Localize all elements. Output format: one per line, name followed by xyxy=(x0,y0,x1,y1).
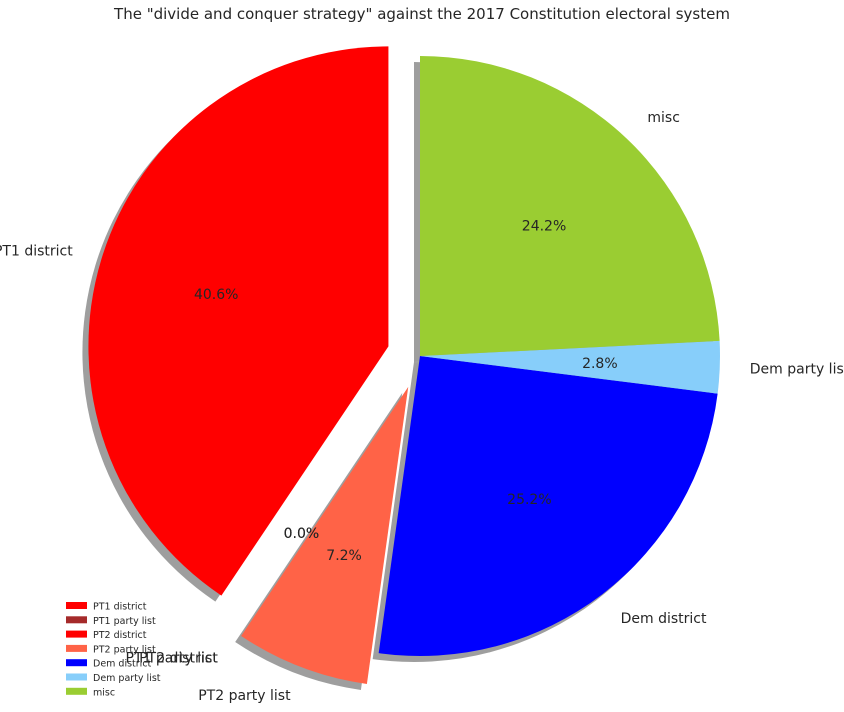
chart-title: The "divide and conquer strategy" agains… xyxy=(113,5,730,23)
legend-swatch-pt2-district xyxy=(66,630,87,638)
legend-label-dem-party-list: Dem party list xyxy=(93,673,161,684)
slice-pt2-party-list xyxy=(241,386,409,684)
pct-label-pt2-party-list: 7.2% xyxy=(326,548,362,564)
slice-misc xyxy=(420,56,720,356)
slice-pt1-district xyxy=(88,46,389,596)
pct-label-pt1-district: 40.6% xyxy=(194,287,238,303)
slice-dem-district xyxy=(378,356,718,656)
slice-label-pt1-party-list: PT1 party list xyxy=(125,651,218,667)
pie-slices xyxy=(88,46,720,684)
percent-labels: 40.6%0.0%0.0%7.2%25.2%2.8%24.2% xyxy=(194,219,618,564)
legend-swatch-dem-district xyxy=(66,659,87,667)
slice-label-pt2-party-list: PT2 party list xyxy=(198,688,291,704)
pct-label-dem-party-list: 2.8% xyxy=(582,356,618,372)
legend-swatch-misc xyxy=(66,687,87,695)
legend-swatch-pt1-party-list xyxy=(66,616,87,624)
pct-label-pt1-party-list: 0.0% xyxy=(284,526,320,542)
slice-label-dem-party-list: Dem party list xyxy=(750,361,844,377)
pct-label-misc: 24.2% xyxy=(522,219,566,235)
slice-dem-party-list xyxy=(420,340,720,394)
legend-label-pt1-party-list: PT1 party list xyxy=(93,616,156,627)
pct-label-pt2-district: 0.0% xyxy=(284,526,320,542)
legend-label-pt2-district: PT2 district xyxy=(93,630,147,641)
slice-label-pt2-district: PT2 district xyxy=(139,651,218,667)
legend-swatch-dem-party-list xyxy=(66,673,87,681)
slice-label-pt1-district: PT1 district xyxy=(0,243,73,259)
legend: PT1 district PT1 party list PT2 district PT… xyxy=(66,602,161,698)
legend-label-dem-district: Dem district xyxy=(93,659,152,670)
legend-label-pt2-party-list: PT2 party list xyxy=(93,644,156,655)
pct-label-dem-district: 25.2% xyxy=(507,492,551,508)
legend-label-pt1-district: PT1 district xyxy=(93,602,147,613)
legend-swatch-pt1-district xyxy=(66,602,87,609)
slice-label-dem-district: Dem district xyxy=(621,611,707,627)
legend-label-misc: misc xyxy=(93,687,115,698)
legend-swatch-pt2-party-list xyxy=(66,644,87,652)
slice-label-misc: misc xyxy=(647,110,680,126)
